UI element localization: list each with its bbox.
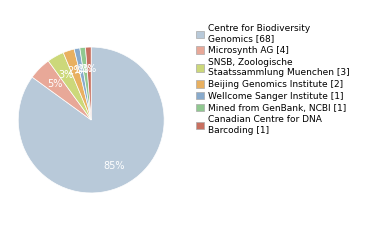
Wedge shape — [48, 53, 91, 120]
Text: 2%: 2% — [68, 66, 83, 76]
Wedge shape — [80, 47, 91, 120]
Wedge shape — [63, 49, 91, 120]
Wedge shape — [74, 48, 91, 120]
Text: 1%: 1% — [82, 64, 97, 74]
Wedge shape — [18, 47, 164, 193]
Legend: Centre for Biodiversity
Genomics [68], Microsynth AG [4], SNSB, Zoologische
Staa: Centre for Biodiversity Genomics [68], M… — [196, 24, 349, 135]
Text: 1%: 1% — [78, 64, 93, 74]
Text: 5%: 5% — [48, 79, 63, 89]
Text: 1%: 1% — [74, 65, 89, 75]
Text: 3%: 3% — [59, 70, 74, 80]
Wedge shape — [32, 61, 91, 120]
Wedge shape — [86, 47, 91, 120]
Text: 85%: 85% — [104, 161, 125, 170]
